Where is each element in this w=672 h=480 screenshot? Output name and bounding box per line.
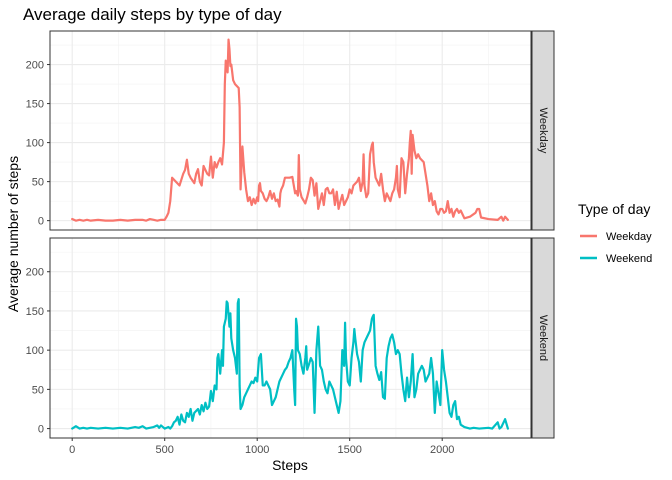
series-line-weekday xyxy=(71,38,509,222)
legend-label-weekend: Weekend xyxy=(606,253,652,265)
facet-strip xyxy=(531,237,555,439)
y-tick-label: 150 xyxy=(26,306,44,318)
y-tick-label: 0 xyxy=(38,424,44,436)
y-axis-title: Average number of steps xyxy=(5,156,21,312)
y-tick-label: 200 xyxy=(26,60,44,72)
x-tick-label: 1000 xyxy=(245,444,269,456)
y-tick-label: 150 xyxy=(26,99,44,111)
panel-border xyxy=(49,237,532,439)
x-tick-label: 2000 xyxy=(430,444,454,456)
y-tick-label: 100 xyxy=(26,138,44,150)
legend: Type of day Weekday Weekend xyxy=(578,201,652,265)
legend-label-weekday: Weekday xyxy=(606,231,652,243)
facet-strip xyxy=(531,30,555,231)
panel-border xyxy=(49,30,532,231)
y-tick-label: 50 xyxy=(32,384,44,396)
x-axis-title: Steps xyxy=(272,457,308,473)
y-tick-label: 100 xyxy=(26,345,44,357)
y-tick-label: 200 xyxy=(26,267,44,279)
x-tick-label: 500 xyxy=(156,444,174,456)
series-line-weekend xyxy=(71,298,509,430)
y-tick-label: 50 xyxy=(32,177,44,189)
facet-strip-label: Weekend xyxy=(537,315,549,361)
legend-title: Type of day xyxy=(578,201,650,217)
x-tick-label: 0 xyxy=(69,444,75,456)
panel-weekday: Weekday 0 50 100 150 200 xyxy=(26,30,555,231)
y-tick-label: 0 xyxy=(38,216,44,228)
chart-title: Average daily steps by type of day xyxy=(23,5,282,24)
x-tick-label: 1500 xyxy=(337,444,361,456)
facet-strip-label: Weekday xyxy=(537,108,549,154)
